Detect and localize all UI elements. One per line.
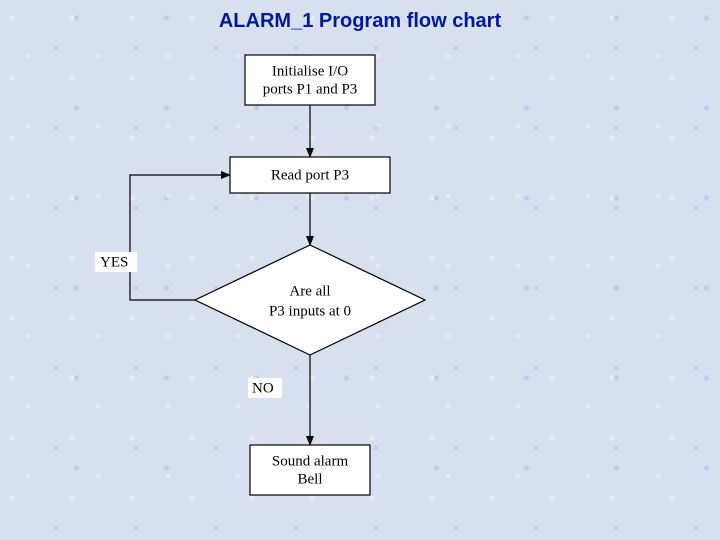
edge-loop-yes	[130, 175, 230, 300]
node-decide-line1: Are all	[289, 283, 330, 299]
label-no: NO	[252, 380, 274, 396]
node-decide	[195, 245, 425, 355]
flowchart-canvas: Initialise I/O ports P1 and P3 Read port…	[0, 0, 720, 540]
node-alarm-line2: Bell	[298, 471, 323, 487]
label-yes: YES	[100, 254, 128, 270]
node-alarm-line1: Sound alarm	[272, 453, 349, 469]
node-read-line1: Read port P3	[271, 167, 349, 183]
node-init-line2: ports P1 and P3	[263, 81, 358, 97]
node-init-line1: Initialise I/O	[272, 63, 348, 79]
node-decide-line2: P3 inputs at 0	[269, 303, 351, 319]
